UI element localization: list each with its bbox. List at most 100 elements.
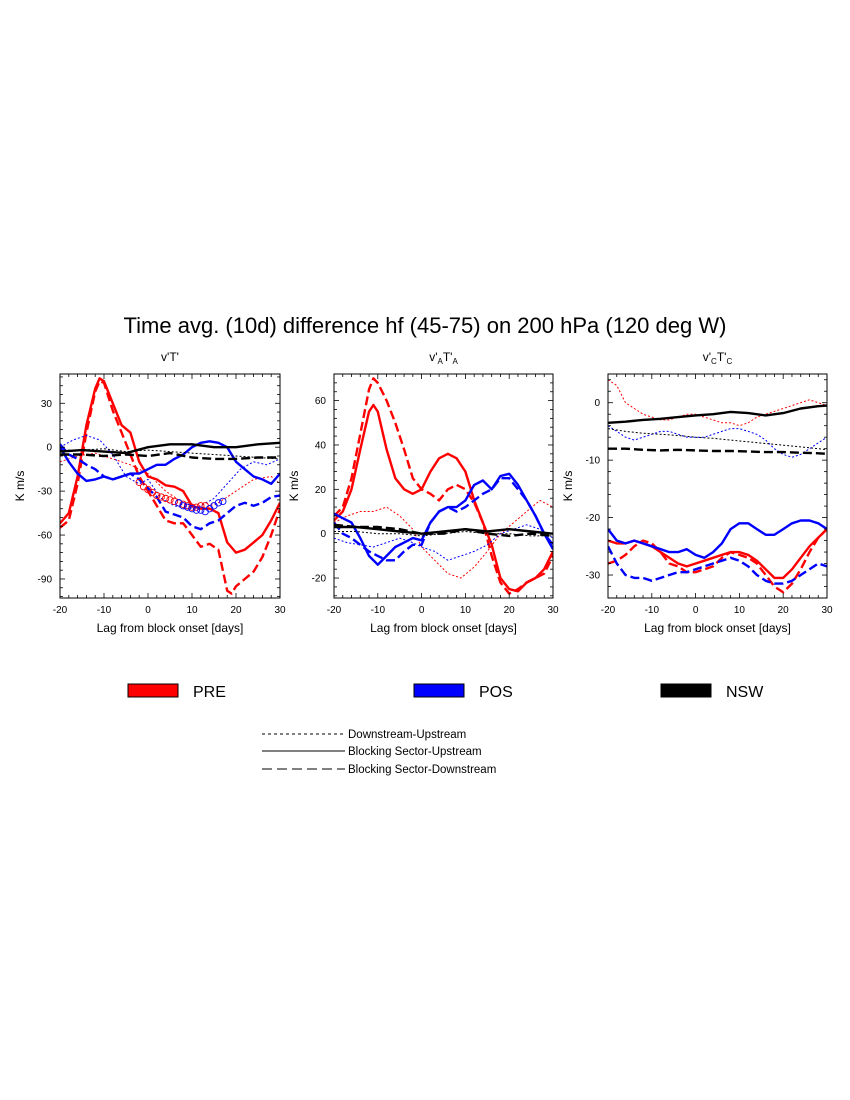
series-line-1 bbox=[608, 528, 827, 580]
x-axis-label: Lag from block onset [days] bbox=[370, 621, 517, 635]
series-line-5 bbox=[334, 477, 553, 562]
significance-marker bbox=[153, 491, 161, 500]
x-tick-label: 0 bbox=[145, 605, 151, 616]
plot-frame bbox=[333, 373, 554, 599]
series-line-3 bbox=[334, 499, 553, 579]
plot-frame bbox=[607, 373, 828, 599]
x-tick-label: 10 bbox=[460, 605, 472, 616]
x-tick-label: 30 bbox=[274, 605, 286, 616]
significance-marker bbox=[192, 506, 201, 514]
x-tick-label: 20 bbox=[778, 605, 790, 616]
panel-title: v'AT'A bbox=[429, 350, 458, 366]
series-line-7 bbox=[60, 441, 280, 455]
series-line-6 bbox=[608, 425, 827, 458]
series-line-5 bbox=[60, 443, 280, 531]
series-line-2 bbox=[334, 377, 553, 595]
legend-swatch bbox=[413, 683, 465, 698]
y-axis-label: K m/s bbox=[561, 471, 575, 502]
series-line-6 bbox=[334, 524, 553, 561]
legend-style-label: Blocking Sector-Downstream bbox=[348, 764, 496, 776]
y-tick-label: 0 bbox=[320, 529, 326, 540]
series-line-9 bbox=[334, 531, 553, 537]
significance-marker bbox=[183, 503, 192, 511]
legend-label: PRE bbox=[193, 684, 226, 701]
x-tick-label: -10 bbox=[371, 605, 386, 616]
x-tick-label: -20 bbox=[53, 605, 68, 616]
significance-marker bbox=[170, 497, 179, 506]
x-tick-label: 30 bbox=[547, 605, 559, 616]
chart-panel-1: v'T' -20 -10 0 10 20 30 -90 -60 -30 0 30 Lag from bl… bbox=[13, 350, 286, 635]
x-tick-label: -10 bbox=[97, 605, 112, 616]
y-tick-label: 40 bbox=[315, 440, 327, 451]
series-line-5 bbox=[608, 545, 827, 585]
series-line-3 bbox=[60, 452, 280, 510]
x-axis-label: Lag from block onset [days] bbox=[644, 621, 791, 635]
series-line-6 bbox=[60, 435, 280, 510]
figure-title: Time avg. (10d) difference hf (45-75) on… bbox=[124, 313, 727, 338]
y-tick-label: -20 bbox=[586, 513, 601, 524]
x-tick-label: 10 bbox=[734, 605, 746, 616]
legend-color-nsw: NSW bbox=[660, 683, 764, 701]
y-tick-label: 60 bbox=[315, 396, 327, 407]
series-line-7 bbox=[334, 525, 553, 535]
x-tick-label: 0 bbox=[693, 605, 699, 616]
series-line-2 bbox=[608, 528, 827, 594]
plot-frame bbox=[59, 373, 281, 599]
significance-marker bbox=[219, 497, 227, 506]
significance-marker bbox=[157, 493, 165, 501]
y-tick-label: 30 bbox=[41, 399, 53, 410]
series-line-8 bbox=[60, 451, 280, 461]
y-axis-label: K m/s bbox=[13, 471, 27, 502]
x-tick-label: 0 bbox=[419, 605, 425, 616]
legend-color-pos: POS bbox=[413, 683, 513, 701]
significance-marker bbox=[214, 499, 223, 507]
significance-marker bbox=[179, 502, 187, 510]
legend-label: NSW bbox=[726, 684, 764, 701]
legend-style-dashed: Blocking Sector-Downstream bbox=[262, 764, 496, 776]
legend-label: POS bbox=[479, 684, 513, 701]
significance-marker bbox=[166, 496, 174, 504]
y-tick-label: -30 bbox=[38, 487, 53, 498]
series-line-1 bbox=[334, 403, 553, 593]
chart-panel-3: v'CT'C -20 -10 0 10 20 30 -30 -20 -10 0 Lag from bl… bbox=[561, 350, 833, 635]
legend-swatch bbox=[660, 683, 712, 698]
x-axis-label: Lag from block onset [days] bbox=[97, 621, 244, 635]
significance-marker bbox=[188, 505, 196, 513]
series-line-4 bbox=[608, 519, 827, 559]
chart-panel-2: v'AT'A -20 -10 0 10 20 30 -20 0 20 40 60 Lag from bl… bbox=[287, 350, 559, 635]
panel-title: v'CT'C bbox=[703, 350, 733, 366]
series-line-9 bbox=[60, 448, 280, 460]
x-tick-label: -20 bbox=[327, 605, 342, 616]
series-line-2 bbox=[60, 380, 280, 595]
x-tick-label: -20 bbox=[601, 605, 616, 616]
significance-marker bbox=[161, 494, 170, 503]
legend-style-label: Blocking Sector-Upstream bbox=[348, 746, 482, 758]
series-line-4 bbox=[60, 440, 280, 485]
series-line-9 bbox=[608, 428, 827, 451]
series-line-3 bbox=[608, 379, 827, 427]
y-tick-label: -20 bbox=[312, 574, 327, 585]
series-line-8 bbox=[608, 447, 827, 455]
x-tick-label: 20 bbox=[504, 605, 516, 616]
significance-marker bbox=[135, 478, 143, 486]
y-axis-label: K m/s bbox=[287, 471, 301, 502]
legend-style-dotted: Downstream-Upstream bbox=[262, 729, 466, 741]
x-tick-label: 20 bbox=[230, 605, 242, 616]
y-tick-label: 0 bbox=[594, 398, 600, 409]
legend-style-solid: Blocking Sector-Upstream bbox=[262, 746, 482, 758]
y-tick-label: -60 bbox=[38, 531, 53, 542]
y-tick-label: 0 bbox=[46, 443, 52, 454]
panel-title: v'T' bbox=[161, 350, 179, 364]
x-tick-label: -10 bbox=[645, 605, 660, 616]
legend-swatch bbox=[127, 683, 179, 698]
y-tick-label: -10 bbox=[586, 456, 601, 467]
x-tick-label: 30 bbox=[821, 605, 833, 616]
y-tick-label: -90 bbox=[38, 574, 53, 585]
legend-color-pre: PRE bbox=[127, 683, 226, 701]
y-tick-label: 20 bbox=[315, 485, 327, 496]
legend-style-label: Downstream-Upstream bbox=[348, 729, 466, 741]
x-tick-label: 10 bbox=[186, 605, 198, 616]
series-line-7 bbox=[608, 404, 827, 424]
significance-marker bbox=[197, 502, 205, 510]
